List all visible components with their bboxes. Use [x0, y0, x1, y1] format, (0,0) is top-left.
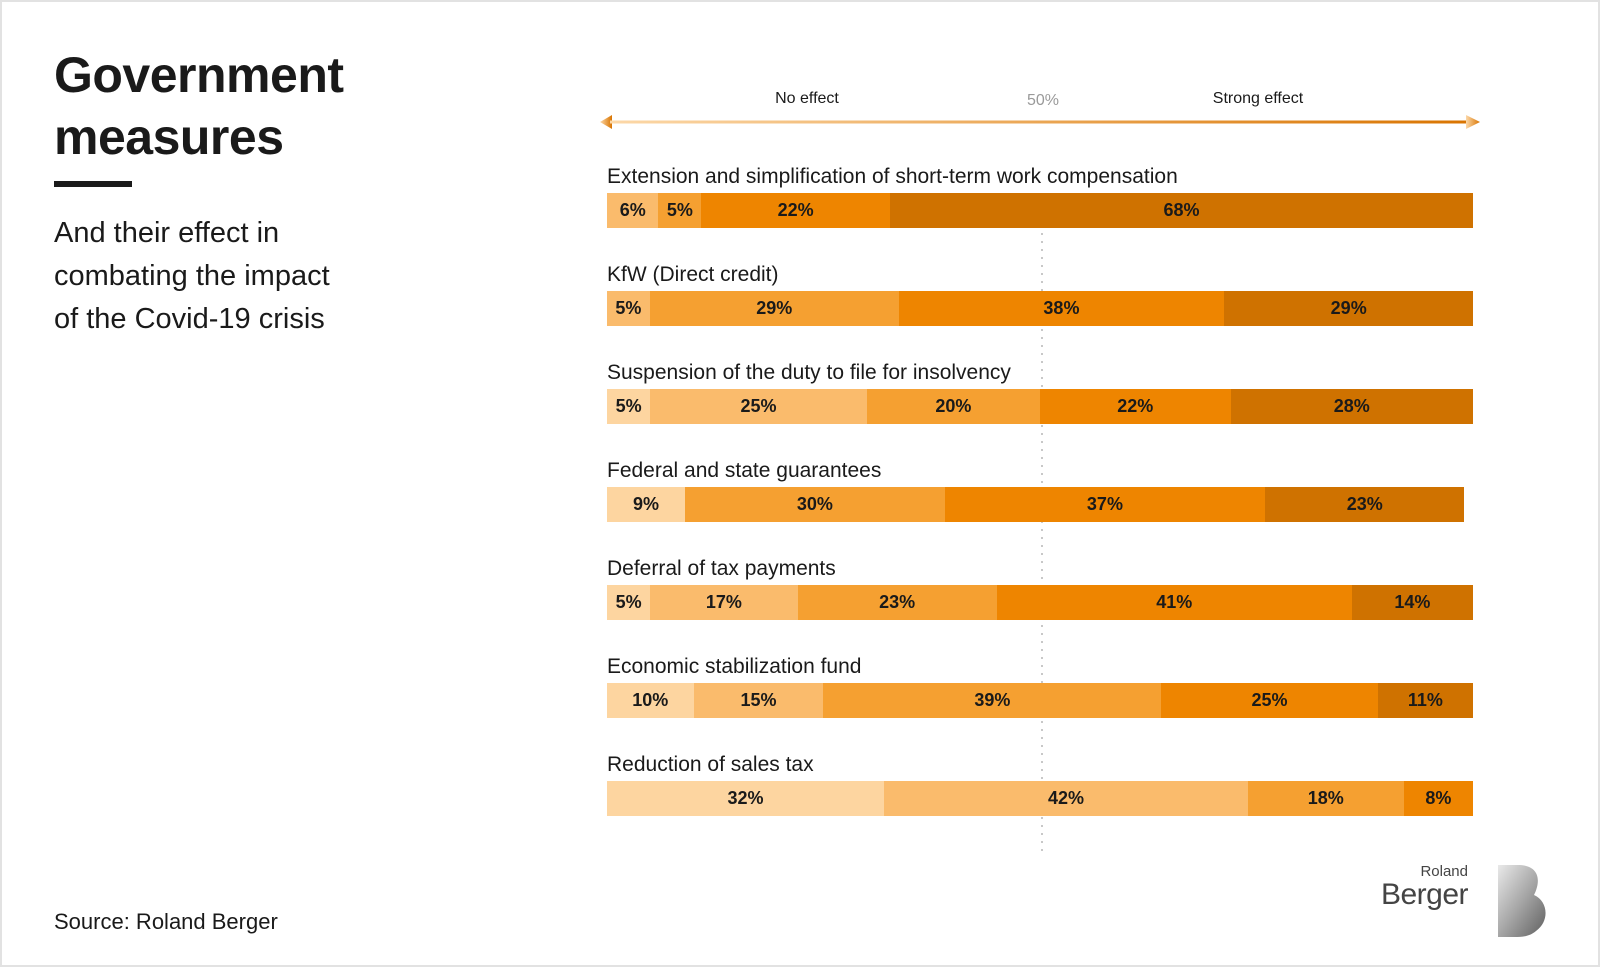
bar-segment: 37% [944, 487, 1266, 522]
bar-row-label: Suspension of the duty to file for insol… [607, 361, 1011, 384]
page-title: Government measures [54, 47, 344, 165]
bar-segment-value: 20% [935, 396, 972, 416]
bar-row-label: Extension and simplification of short-te… [607, 165, 1178, 188]
bar-segment-value: 15% [740, 690, 777, 710]
brand-logo-text: Roland Berger [1380, 863, 1469, 911]
bar-segment: 17% [650, 585, 798, 620]
bar-segment: 68% [889, 193, 1474, 228]
bar-row-label: Deferral of tax payments [607, 557, 836, 580]
bar-segment-value: 37% [1086, 494, 1123, 514]
bar-segment: 39% [823, 683, 1162, 718]
bar-segment: 30% [684, 487, 945, 522]
bar-segment: 28% [1230, 389, 1473, 424]
bar-segment-value: 30% [796, 494, 833, 514]
bar-segment-value: 39% [974, 690, 1011, 710]
bar-segment: 18% [1247, 781, 1404, 816]
stacked-bar: 9% 30% 37% 23% [607, 487, 1473, 522]
bar-segment-value: 68% [1163, 200, 1200, 220]
bar-segment: 23% [1265, 487, 1465, 522]
logo-word-berger: Berger [1380, 878, 1469, 911]
bar-segment: 8% [1403, 781, 1473, 816]
bar-segment: 9% [607, 487, 685, 522]
bar-segment: 32% [607, 781, 885, 816]
scale-label-strong-effect: Strong effect [1212, 90, 1304, 107]
bar-segment-value: 32% [727, 788, 764, 808]
scale-label-midpoint: 50% [1026, 92, 1060, 109]
bar-segment: 29% [649, 291, 899, 326]
title-underline [54, 181, 132, 187]
bar-segment-value: 22% [1117, 396, 1154, 416]
bar-segment: 5% [607, 291, 650, 326]
bar-segment: 14% [1351, 585, 1473, 620]
bar-segment-value: 5% [615, 298, 642, 318]
bar-segment: 6% [607, 193, 659, 228]
source-note: Source: Roland Berger [54, 909, 278, 934]
bar-row-label: Reduction of sales tax [607, 753, 814, 776]
bar-segment-value: 17% [705, 592, 742, 612]
logo-word-roland: Roland [1420, 863, 1468, 880]
bar-segment: 5% [658, 193, 702, 228]
brand-logo-mark-icon [1498, 865, 1546, 937]
bar-row-label: Economic stabilization fund [607, 655, 862, 678]
arrow-shaft [610, 120, 1468, 124]
bar-segment: 5% [607, 389, 651, 424]
page-subtitle: And their effect in combating the impact… [54, 217, 330, 335]
bar-segment-value: 23% [1346, 494, 1383, 514]
bar-segment-value: 23% [879, 592, 916, 612]
bar-segment-value: 11% [1407, 690, 1443, 710]
bar-segment-value: 29% [756, 298, 793, 318]
stacked-bar: 5% 25% 20% 22% 28% [607, 389, 1473, 424]
bar-segment: 22% [1039, 389, 1231, 424]
scale-label-no-effect: No effect [775, 90, 839, 107]
effect-scale-arrow [600, 115, 1480, 129]
stacked-bar: 6% 5% 22% 68% [607, 193, 1474, 228]
bar-segment-value: 5% [666, 200, 693, 220]
bar-segment-value: 22% [777, 200, 814, 220]
bar-segment-value: 8% [1425, 788, 1452, 808]
bar-segment-value: 9% [632, 494, 659, 514]
bar-segment: 41% [996, 585, 1352, 620]
bar-row-label: KfW (Direct credit) [607, 263, 779, 286]
stacked-bar: 10% 15% 39% 25% 11% [607, 683, 1473, 718]
bar-segment-value: 18% [1307, 788, 1344, 808]
bar-segment-value: 6% [619, 200, 646, 220]
bar-segment: 15% [693, 683, 824, 718]
bar-segment-value: 28% [1333, 396, 1370, 416]
bar-segment: 42% [884, 781, 1248, 816]
bar-segment: 11% [1377, 683, 1473, 718]
bar-segment-value: 14% [1394, 592, 1431, 612]
bar-segment: 10% [607, 683, 694, 718]
midpoint-divider [1041, 225, 1043, 855]
bar-segment: 29% [1224, 291, 1474, 326]
arrow-head-right [1466, 115, 1480, 129]
bar-segment-value: 5% [615, 592, 642, 612]
bar-segment-value: 25% [1251, 690, 1288, 710]
bar-segment: 5% [607, 585, 651, 620]
bar-segment: 23% [797, 585, 997, 620]
stacked-bar: 5% 29% 38% 29% [607, 291, 1474, 326]
stacked-bar: 5% 17% 23% 41% 14% [607, 585, 1473, 620]
bar-segment-value: 38% [1043, 298, 1080, 318]
bar-segment-value: 10% [632, 690, 669, 710]
bar-segment: 25% [650, 389, 867, 424]
bar-segment-value: 29% [1330, 298, 1367, 318]
bar-row-label: Federal and state guarantees [607, 459, 882, 482]
bar-segment: 38% [898, 291, 1225, 326]
bar-segment-value: 42% [1047, 788, 1084, 808]
bar-segment: 20% [866, 389, 1040, 424]
bar-segment: 22% [701, 193, 890, 228]
bar-segment-value: 5% [615, 396, 642, 416]
bar-segment-value: 41% [1156, 592, 1193, 612]
bar-segment: 25% [1161, 683, 1378, 718]
stacked-bar: 32% 42% 18% 8% [607, 781, 1473, 816]
bar-segment-value: 25% [740, 396, 777, 416]
arrow-head-left [600, 115, 612, 129]
